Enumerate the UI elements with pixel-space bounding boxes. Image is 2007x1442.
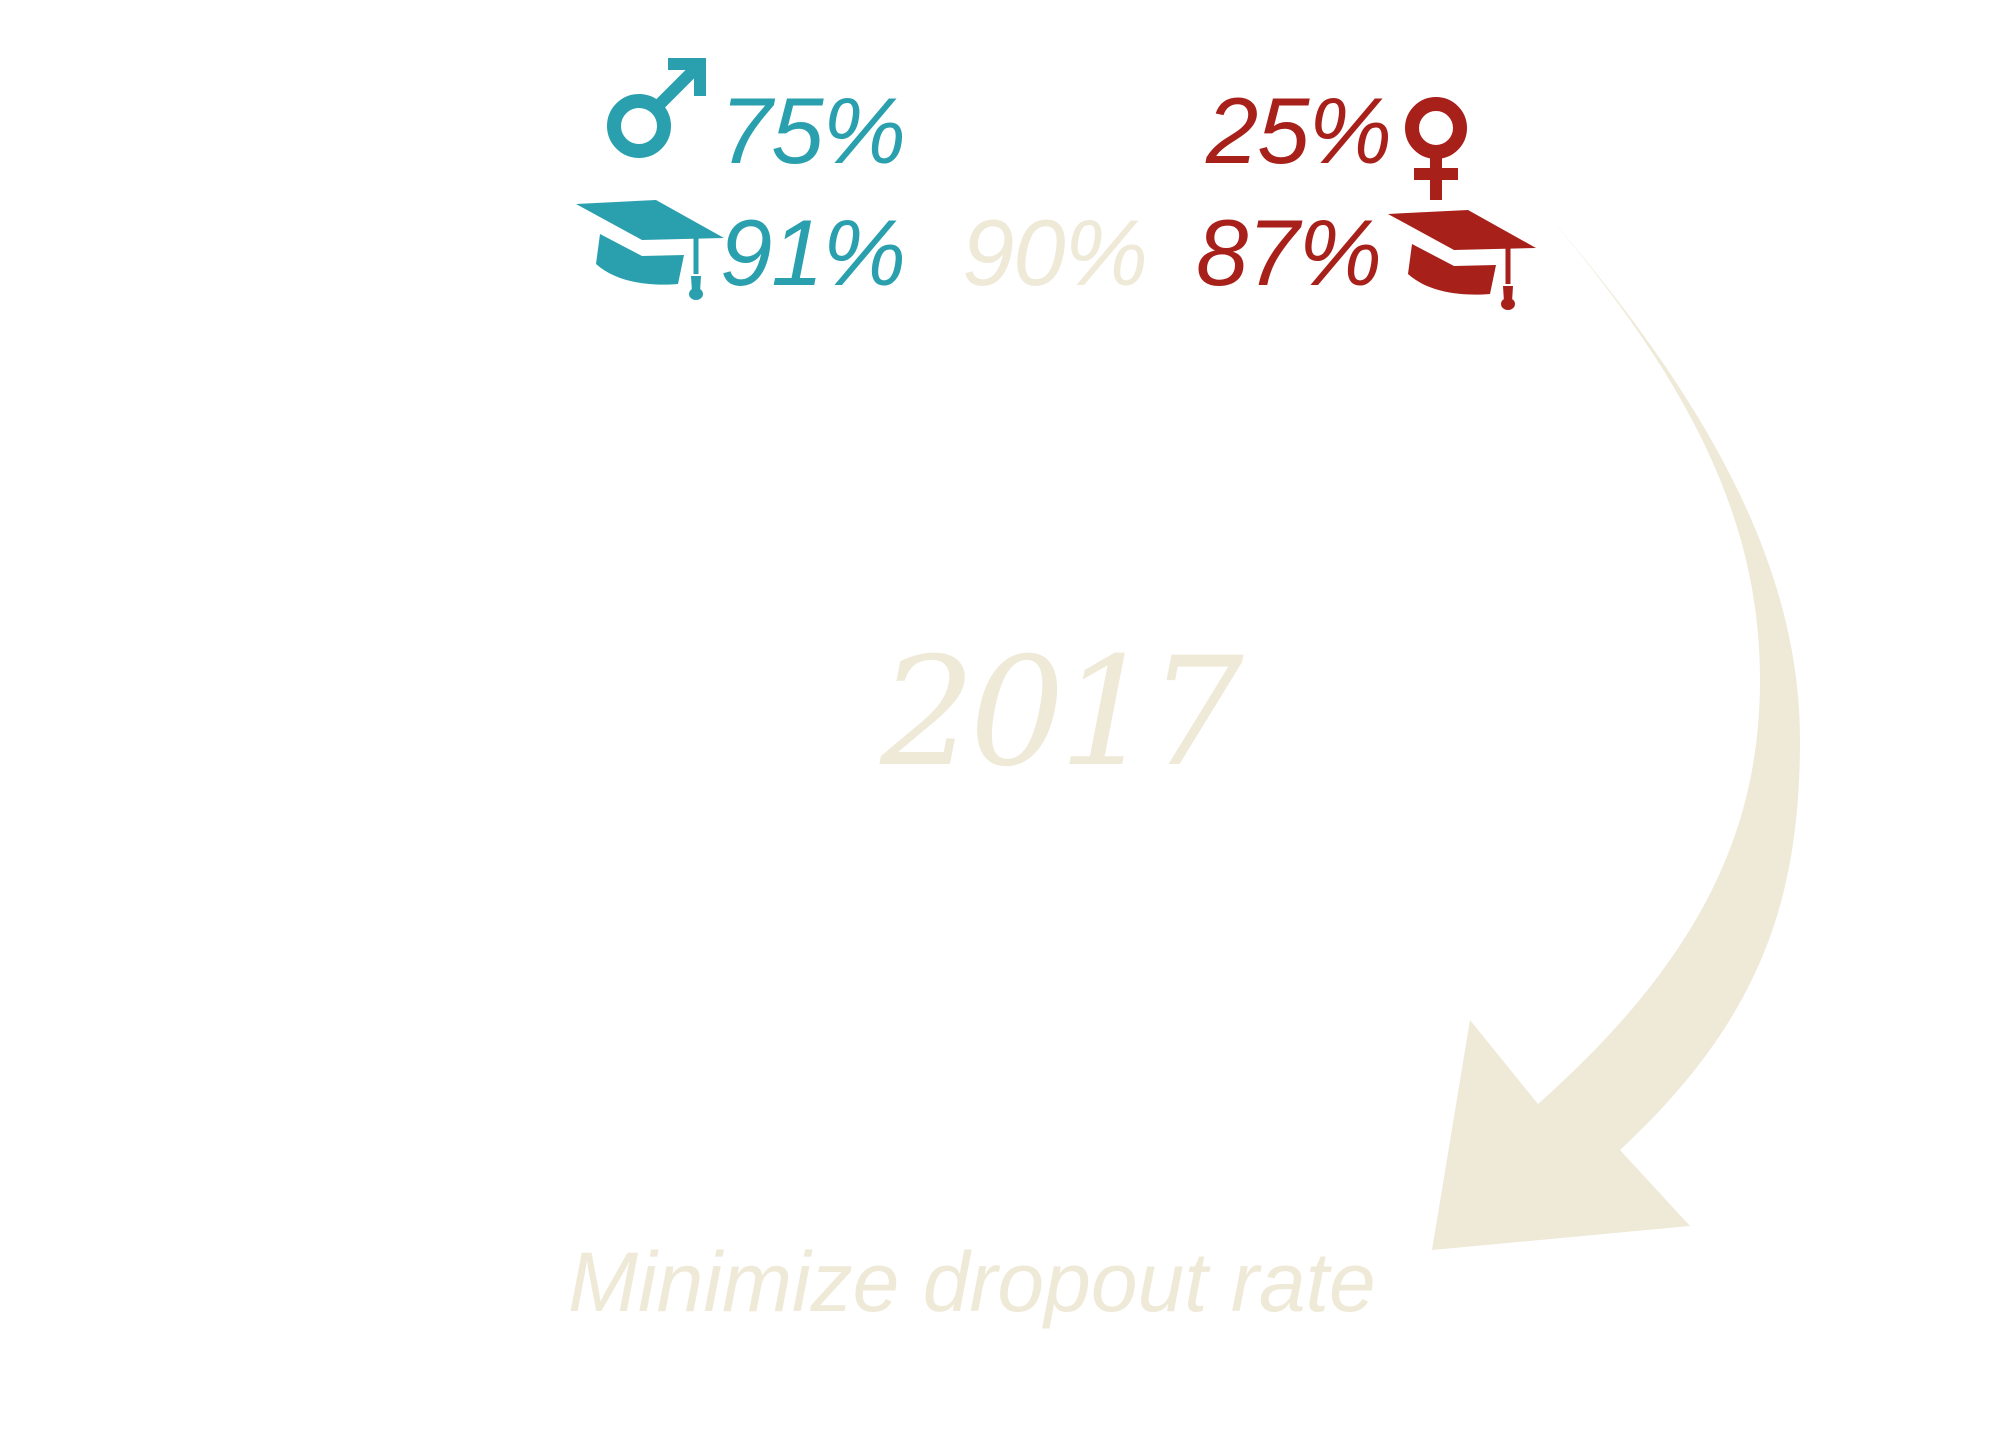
- male-symbol-icon: [607, 58, 706, 158]
- graduation-cap-icon: [1388, 210, 1536, 310]
- male-share-value: 75%: [720, 78, 906, 183]
- year-label: 2017: [880, 626, 1244, 800]
- goal-label: Minimize dropout rate: [568, 1235, 1376, 1329]
- male-graduation-value: 91%: [720, 200, 906, 305]
- female-graduation-value: 87%: [1196, 200, 1382, 305]
- overall-graduation-value: 90%: [962, 200, 1148, 305]
- female-symbol-icon: [1405, 97, 1467, 200]
- female-share-value: 25%: [1206, 78, 1392, 183]
- graduation-cap-icon: [576, 200, 724, 300]
